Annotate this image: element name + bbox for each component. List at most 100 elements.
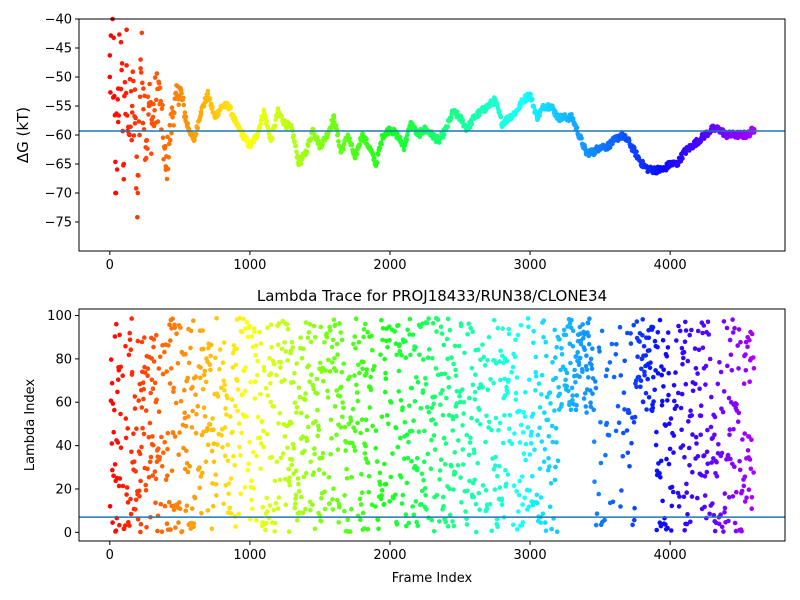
bottom-data-point xyxy=(498,348,503,354)
bottom-data-point xyxy=(732,464,737,470)
bottom-data-point xyxy=(451,523,457,529)
top-data-point xyxy=(183,114,189,120)
top-x-tick-label: 1000 xyxy=(233,258,266,273)
top-data-point xyxy=(124,27,129,33)
bottom-data-point xyxy=(268,322,274,328)
bottom-data-point xyxy=(468,435,473,441)
bottom-data-point xyxy=(299,355,305,361)
bottom-data-point xyxy=(308,507,313,513)
bottom-data-point xyxy=(339,337,345,343)
top-series-point xyxy=(408,121,414,126)
top-data-point xyxy=(140,80,145,86)
bottom-data-point xyxy=(412,399,418,404)
bottom-data-point xyxy=(226,491,231,497)
bottom-data-point xyxy=(666,392,671,398)
bottom-data-point xyxy=(249,478,254,484)
bottom-points xyxy=(107,315,757,535)
bottom-data-point xyxy=(721,319,727,324)
bottom-data-point xyxy=(505,472,511,477)
bottom-data-point xyxy=(679,391,685,397)
top-data-point xyxy=(131,78,136,84)
bottom-data-point xyxy=(718,512,723,517)
top-data-point xyxy=(272,123,278,128)
bottom-data-point xyxy=(532,447,537,453)
bottom-data-point xyxy=(413,499,419,504)
bottom-x-tick-label: 2000 xyxy=(373,548,406,563)
bottom-data-point xyxy=(447,486,452,492)
top-data-point xyxy=(145,94,151,100)
bottom-data-point xyxy=(255,414,261,420)
bottom-data-point xyxy=(424,507,429,512)
bottom-data-point xyxy=(480,342,485,348)
bottom-data-point xyxy=(475,347,481,353)
bottom-data-point xyxy=(603,373,609,379)
top-data-point xyxy=(531,104,537,110)
bottom-data-point xyxy=(200,328,205,333)
bottom-data-point xyxy=(211,427,216,433)
top-series-point xyxy=(681,150,687,155)
bottom-data-point xyxy=(390,451,395,456)
bottom-data-point xyxy=(140,425,145,431)
bottom-data-point xyxy=(249,497,254,503)
bottom-data-point xyxy=(588,400,593,406)
bottom-data-point xyxy=(636,374,642,380)
bottom-data-point xyxy=(418,406,424,411)
top-data-point xyxy=(147,81,152,87)
bottom-data-point xyxy=(179,529,185,534)
bottom-data-point xyxy=(142,335,147,340)
bottom-data-point xyxy=(254,453,259,459)
bottom-data-point xyxy=(392,329,398,334)
bottom-data-point xyxy=(647,365,653,371)
bottom-data-point xyxy=(474,529,479,535)
bottom-data-point xyxy=(148,454,154,460)
bottom-y-tick-label: 20 xyxy=(55,482,72,497)
bottom-data-point xyxy=(135,338,141,344)
bottom-data-point xyxy=(747,457,753,462)
bottom-data-point xyxy=(344,440,349,445)
bottom-data-point xyxy=(509,369,514,375)
bottom-data-point xyxy=(688,408,693,414)
top-series-point xyxy=(590,150,596,155)
top-data-point xyxy=(195,125,201,131)
bottom-data-point xyxy=(542,520,548,525)
top-series-point xyxy=(240,132,246,138)
bottom-data-point xyxy=(207,422,213,427)
top-data-point xyxy=(291,133,296,138)
bottom-data-point xyxy=(222,382,227,388)
bottom-data-point xyxy=(177,500,182,505)
bottom-data-point xyxy=(472,389,478,395)
top-series-point xyxy=(149,121,155,126)
top-series-point xyxy=(156,86,162,91)
bottom-data-point xyxy=(526,377,532,383)
bottom-data-point xyxy=(379,414,385,420)
bottom-data-point xyxy=(682,528,687,533)
bottom-data-point xyxy=(690,469,695,475)
bottom-data-point xyxy=(589,366,595,372)
top-series-point xyxy=(118,39,124,45)
bottom-data-point xyxy=(453,367,458,373)
bottom-data-point xyxy=(255,358,260,364)
bottom-data-point xyxy=(596,491,601,497)
bottom-data-point xyxy=(726,395,732,401)
bottom-data-point xyxy=(553,355,558,360)
bottom-data-point xyxy=(193,374,199,380)
bottom-data-point xyxy=(330,497,335,502)
top-series-point xyxy=(660,167,666,173)
bottom-data-point xyxy=(208,353,213,359)
bottom-data-point xyxy=(261,428,266,434)
top-data-point xyxy=(166,155,171,160)
bottom-data-point xyxy=(286,466,291,472)
bottom-data-point xyxy=(632,505,637,511)
bottom-data-point xyxy=(417,352,422,358)
bottom-data-point xyxy=(124,485,130,490)
bottom-data-point xyxy=(718,369,724,375)
bottom-data-point xyxy=(458,323,464,329)
bottom-data-point xyxy=(646,395,652,400)
top-x-tick-label: 2000 xyxy=(373,258,406,273)
bottom-data-point xyxy=(495,473,500,479)
bottom-data-point xyxy=(476,385,482,391)
bottom-data-point xyxy=(158,501,164,507)
bottom-data-point xyxy=(352,428,358,434)
top-series-point xyxy=(132,121,138,126)
top-data-point xyxy=(156,81,162,86)
